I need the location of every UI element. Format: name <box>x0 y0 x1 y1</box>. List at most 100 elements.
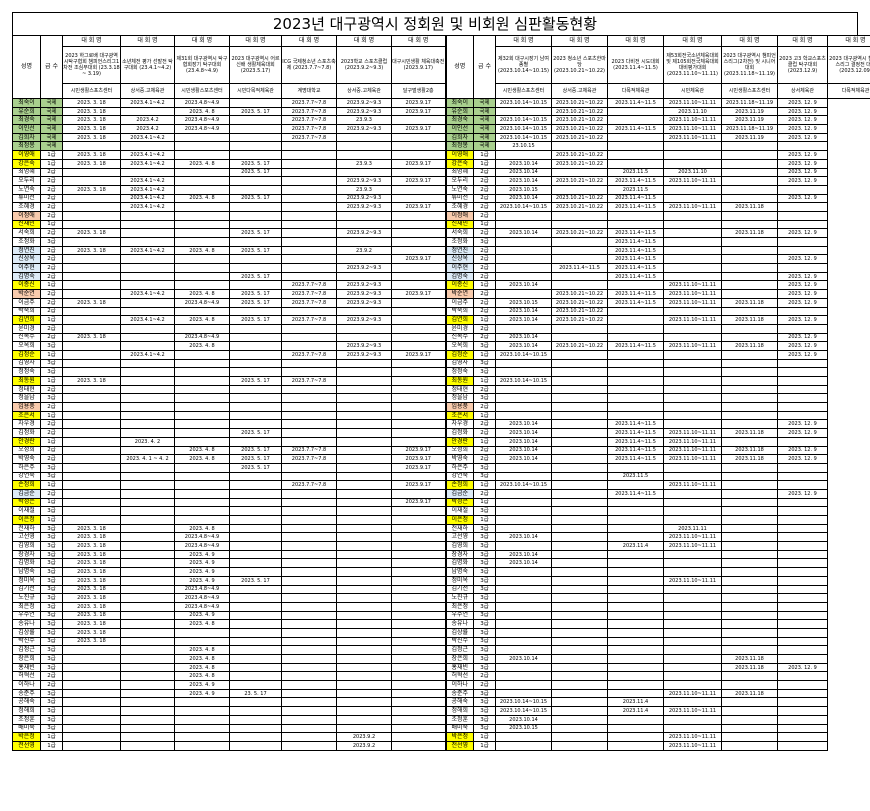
activity-date <box>721 237 778 247</box>
activity-date <box>663 584 722 595</box>
table-row: 오두리 2급 2023.4.1~4.2 2023.9.2~9.3 2023.9.17 오두… <box>12 176 870 186</box>
activity-date <box>721 541 778 551</box>
event-name: 소년체전 평가 선발전 탁구대회 (23.4.1~4.2) <box>120 46 175 84</box>
activity-date: 2023.11.10~11.11 <box>663 454 722 464</box>
activity-date <box>663 237 722 247</box>
activity-date <box>607 627 664 638</box>
activity-date: 2023.10.14 <box>495 549 552 560</box>
table-row: 우주연 3급 2023. 3. 18 2023. 4. 9 우주연 3급 <box>12 610 870 621</box>
activity-date <box>281 706 337 716</box>
activity-date: 2023. 3. 18 <box>62 558 121 569</box>
referee-level: 2급 <box>40 332 63 343</box>
activity-date <box>551 671 608 682</box>
activity-date <box>229 488 282 499</box>
event-venue: 상서중.고체육관 <box>120 83 175 99</box>
referee-name: 조정화 <box>444 237 474 247</box>
referee-name: 서숙희 <box>444 228 474 238</box>
activity-date <box>120 732 175 742</box>
table-row: 전선영 1급 2023.9.2 전선영 1급 2023.11.10~11.11 <box>12 740 870 751</box>
referee-name: 이금주 <box>444 297 474 308</box>
activity-date <box>607 575 664 586</box>
activity-date <box>281 549 337 560</box>
referee-name: 신상옥 <box>12 254 41 265</box>
referee-level: 국제 <box>473 115 496 126</box>
referee-name: 이금주 <box>12 297 41 308</box>
referee-name: 박영숙 <box>444 454 474 464</box>
activity-date: 2023. 3. 18 <box>62 158 121 169</box>
activity-date <box>281 245 337 256</box>
referee-level: 3급 <box>473 523 496 534</box>
activity-date: 2023. 3. 18 <box>62 150 121 160</box>
referee-name: 최숙이 <box>444 98 474 108</box>
activity-date: 23.10.15 <box>495 141 552 152</box>
activity-date: 2023.11.4 <box>607 541 664 551</box>
activity-date <box>663 402 722 412</box>
activity-date <box>663 367 722 377</box>
activity-date <box>336 488 392 499</box>
activity-date: 2023.10.21~10.22 <box>551 115 608 126</box>
referee-name: 김정근 <box>12 645 41 655</box>
activity-date <box>174 471 230 482</box>
activity-date <box>551 436 608 447</box>
referee-name: 하은주 <box>444 462 474 473</box>
activity-date <box>62 706 121 716</box>
referee-name: 강연숙 <box>12 471 41 482</box>
referee-level: 3급 <box>473 575 496 586</box>
activity-date <box>391 680 446 690</box>
activity-date: 2023.4.8~4.9 <box>174 124 230 134</box>
activity-date: 2023. 3. 18 <box>62 549 121 560</box>
activity-date <box>391 280 446 291</box>
activity-date <box>663 506 722 516</box>
referee-level: 3급 <box>40 584 63 595</box>
activity-date: 2023. 3. 18 <box>62 98 121 108</box>
activity-date: 2023.10.21~10.22 <box>551 202 608 212</box>
referee-level: 1급 <box>473 732 496 742</box>
activity-date: 2023. 4. 9 <box>174 680 230 690</box>
activity-date <box>391 228 446 238</box>
table-row: 신상옥 2급 2023.9.17 신상옥 2급 2023.11.4~11.5 2023. 1… <box>12 254 870 265</box>
activity-date <box>62 193 121 204</box>
referee-name: 최경숙 <box>12 115 41 126</box>
referee-level: 3급 <box>40 567 63 577</box>
activity-date <box>336 445 392 456</box>
activity-date <box>62 671 121 682</box>
activity-date: 2023.7.7~7.8 <box>281 124 337 134</box>
activity-date <box>607 723 664 734</box>
activity-date: 2023. 5. 17 <box>229 315 282 325</box>
activity-date: 2023.4.1~4.2 <box>120 132 175 143</box>
activity-date: 2023.10.21~10.22 <box>551 306 608 317</box>
activity-date <box>607 601 664 612</box>
referee-name: 박은정 <box>12 732 41 742</box>
referee-level: 1급 <box>473 376 496 386</box>
referee-level: 국제 <box>473 98 496 108</box>
referee-level: 1급 <box>40 436 63 447</box>
activity-date <box>721 593 778 603</box>
activity-date: 2023. 3. 18 <box>62 184 121 195</box>
activity-date <box>391 697 446 708</box>
activity-date <box>391 662 446 673</box>
activity-date: 2023.11.4~11.5 <box>607 228 664 238</box>
activity-date: 2023.10.21~10.22 <box>551 150 608 160</box>
event-venue: 상서중.고체육관 <box>336 83 392 99</box>
activity-date <box>721 254 778 265</box>
table-row: 정태현 2급 정태현 2급 <box>12 384 870 395</box>
referee-level: 2급 <box>473 210 496 221</box>
activity-date <box>607 315 664 325</box>
activity-date: 2023.11.18~11.19 <box>721 124 778 134</box>
activity-date <box>391 271 446 282</box>
activity-date <box>495 471 552 482</box>
activity-date <box>391 315 446 325</box>
activity-date <box>495 506 552 516</box>
activity-date <box>174 714 230 725</box>
referee-level: 3급 <box>473 619 496 629</box>
referee-name: 최정봉 <box>12 141 41 152</box>
referee-name: 최은정 <box>12 601 41 612</box>
event-name: 제31회 대구광역시 탁구협회장기 탁구대회 (23.4.8~4.9) <box>174 46 230 84</box>
activity-date: 2023. 5. 17 <box>229 167 282 178</box>
activity-date <box>721 488 778 499</box>
activity-date <box>120 393 175 404</box>
event-venue: 달구벌생활2층 <box>391 83 446 99</box>
activity-date <box>551 462 608 473</box>
referee-level: 1급 <box>473 349 496 360</box>
activity-date: 2023.9.17 <box>391 349 446 360</box>
